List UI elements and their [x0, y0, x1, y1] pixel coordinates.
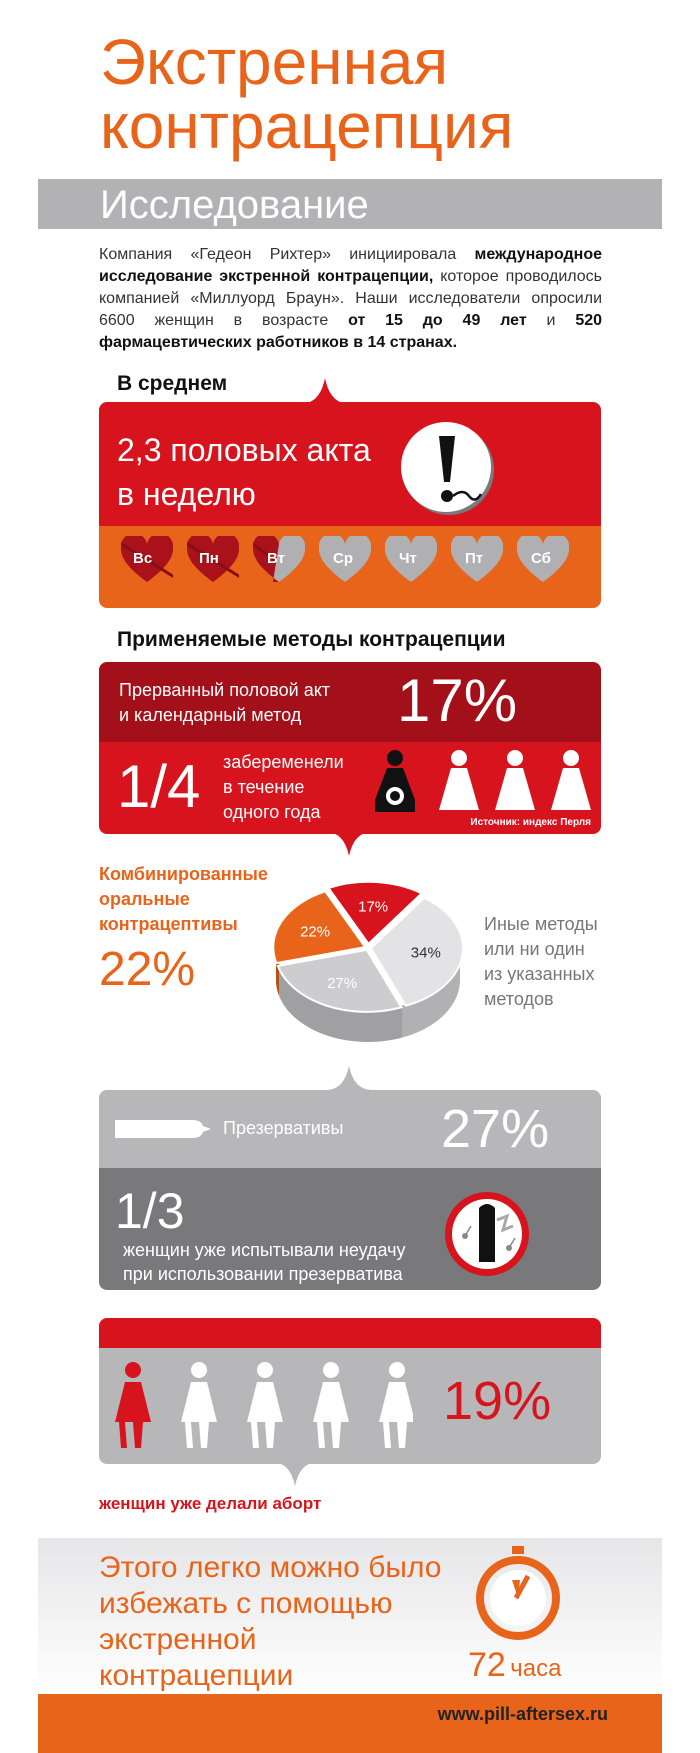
pie-right-line: из указанных	[484, 964, 595, 984]
condoms-percent: 27%	[441, 1099, 550, 1159]
abortion-caption: женщин уже делали аборт	[99, 1494, 322, 1513]
pie-right-line: Иные методы	[484, 914, 598, 934]
speech-notch	[300, 378, 350, 404]
week-days: Вс Пн Вт Ср Чт Пт Сб	[114, 533, 591, 596]
day-label: Вс	[133, 550, 153, 567]
abortion-percent: 19%	[443, 1371, 552, 1431]
intro-part: и	[526, 312, 576, 329]
average-card: 2,3 половых акта в неделю	[99, 402, 601, 608]
intro-part: которое проводилось компанией «Миллуорд …	[99, 268, 602, 329]
condoms-card: Презервативы 27% 1/3 женщин уже испытыва…	[99, 1090, 601, 1290]
average-line-1: 2,3 половых акта	[117, 432, 371, 468]
pregnant-woman-icon	[375, 750, 415, 812]
speech-notch	[326, 1066, 372, 1090]
pie-left-line: оральные	[99, 889, 190, 909]
methods-heading: Применяемые методы контрацепции	[117, 628, 506, 651]
average-heading: В среднем	[117, 372, 228, 395]
day-label: Сб	[531, 550, 551, 567]
pie-chart: 17% 34% 27% 22%	[272, 880, 464, 1042]
day-label: Пт	[465, 550, 484, 567]
broken-condom-icon	[445, 1192, 529, 1276]
hours-label: 72 часа	[468, 1646, 561, 1685]
heart-wednesday: Ср	[318, 533, 372, 589]
pie-slice	[276, 948, 403, 1013]
pie-slice-label: 17%	[358, 899, 388, 916]
condoms-label: Презервативы	[223, 1118, 344, 1138]
abortion-card: 19%	[99, 1318, 601, 1464]
title-line-2: контрацепция	[100, 90, 514, 162]
footer-line: Этого легко можно было	[99, 1551, 442, 1584]
pie-slice	[369, 896, 464, 1007]
withdrawal-line-2: и календарный метод	[119, 705, 302, 725]
pie-right-label: Иные методы или ни один из указанных мет…	[484, 912, 598, 1012]
intro-bold: от 15 до 49 лет	[348, 312, 527, 329]
source-note: Источник: индекс Перля	[470, 817, 591, 828]
intro-bold: международное исследование экстренной ко…	[99, 246, 602, 285]
pie-right-line: методов	[484, 989, 554, 1009]
pregnant-line-2: в течение	[223, 777, 305, 797]
day-label: Чт	[399, 550, 417, 567]
pie-left-line: Комбинированные	[99, 864, 268, 884]
pie-slice-label: 34%	[411, 945, 441, 962]
hours-number: 72	[468, 1646, 506, 1684]
heart-monday: Пн	[180, 533, 246, 589]
hours-unit: часа	[510, 1655, 562, 1682]
withdrawal-card: Прерванный половой акт и календарный мет…	[99, 662, 601, 834]
day-label: Пн	[199, 550, 219, 567]
day-label: Вт	[267, 550, 285, 567]
page-title: Экстренная контрацепция	[100, 30, 513, 158]
day-label: Ср	[333, 550, 353, 567]
title-line-1: Экстренная	[100, 26, 449, 98]
section-banner: Исследование	[38, 179, 662, 229]
pie-left-percent: 22%	[99, 943, 196, 996]
pie-slice	[272, 890, 368, 965]
average-line-2: в неделю	[117, 476, 256, 512]
pie-slice	[326, 880, 424, 946]
intro-bold: 520 фармацевтических работников в 14 стр…	[99, 312, 603, 351]
intro-text: Компания «Гедеон Рихтер» инициировала ме…	[99, 244, 602, 354]
footer-line: избежать с помощью	[99, 1587, 393, 1620]
speech-notch	[272, 1462, 318, 1486]
withdrawal-line-1: Прерванный половой акт	[119, 680, 331, 700]
women-pregnancy-icons	[375, 750, 591, 812]
pie-slice-side	[279, 964, 403, 1042]
condoms-fraction: 1/3	[115, 1183, 185, 1239]
intro-part: Компания «Гедеон Рихтер» инициировала	[99, 246, 475, 263]
heart-saturday: Сб	[516, 533, 570, 589]
condoms-line-1: женщин уже испытывали неудачу	[123, 1240, 406, 1260]
pregnant-line-3: одного года	[223, 802, 321, 822]
heart-friday: Пт	[450, 533, 504, 589]
pie-left-label: Комбинированные оральные контрацептивы	[99, 862, 268, 937]
pie-slice-label: 27%	[327, 975, 357, 992]
footer-bar: www.pill-aftersex.ru	[38, 1694, 662, 1753]
heart-thursday: Чт	[384, 533, 438, 589]
pie-left-line: контрацептивы	[99, 914, 238, 934]
women-abortion-icons	[115, 1362, 413, 1448]
withdrawal-percent: 17%	[397, 667, 518, 734]
heart-tuesday: Вт	[246, 533, 306, 589]
footer-line: экстренной	[99, 1623, 257, 1656]
clock-icon	[476, 1546, 560, 1640]
condoms-line-2: при использовании презерватива	[123, 1264, 403, 1284]
footer-message: Этого легко можно было избежать с помощь…	[99, 1550, 441, 1694]
exclamation-sperm-icon	[401, 422, 494, 515]
condom-icon	[115, 1120, 211, 1138]
pregnant-fraction: 1/4	[117, 753, 201, 820]
pie-right-line: или ни один	[484, 939, 585, 959]
site-url[interactable]: www.pill-aftersex.ru	[437, 1704, 608, 1724]
speech-notch	[326, 832, 372, 856]
pie-slice-label: 22%	[300, 924, 330, 941]
heart-sunday: Вс	[114, 533, 180, 589]
footer-line: контрацепции	[99, 1659, 294, 1692]
footer-panel	[38, 1538, 662, 1694]
section-title: Исследование	[100, 183, 369, 227]
pregnant-line-1: забеременели	[223, 752, 344, 772]
